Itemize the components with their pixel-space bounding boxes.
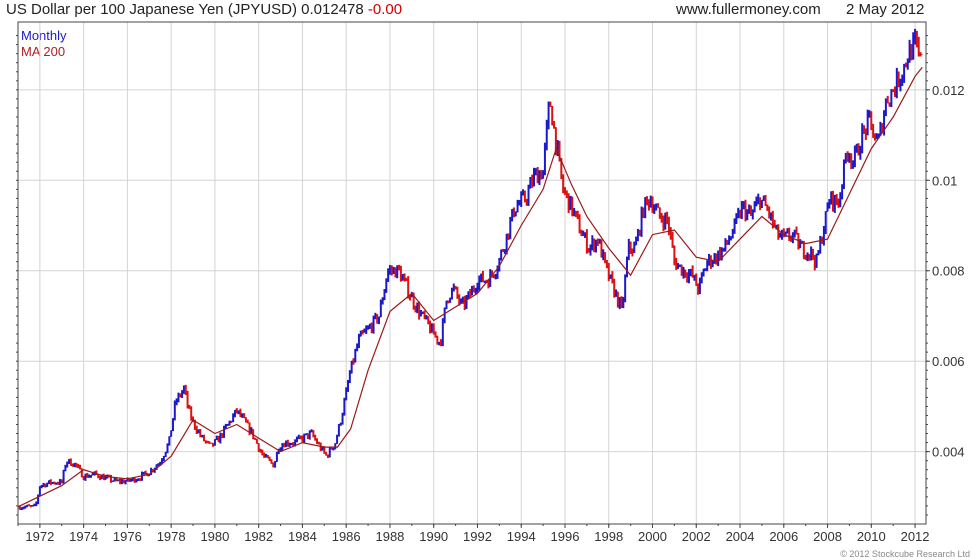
x-tick-label: 1998 [594, 529, 623, 544]
grid-lines [18, 22, 926, 524]
x-tick-label: 1980 [200, 529, 229, 544]
x-tick-label: 1990 [419, 529, 448, 544]
x-tick-label: 1978 [157, 529, 186, 544]
y-tick-label: 0.008 [932, 264, 965, 279]
last-value: 0.012478 [301, 1, 364, 18]
y-tick-label: 0.006 [932, 354, 965, 369]
plot-frame [17, 21, 927, 525]
site-url[interactable]: www.fullermoney.com [676, 1, 821, 18]
x-tick-label: 1976 [113, 529, 142, 544]
x-tick-label: 2004 [726, 529, 755, 544]
chart-title: US Dollar per 100 Japanese Yen (JPYUSD) [6, 1, 297, 18]
x-tick-label: 2012 [901, 529, 930, 544]
x-tick-label: 1986 [332, 529, 361, 544]
legend-monthly: Monthly [21, 28, 67, 43]
ma200-line [17, 66, 923, 508]
legend-ma200: MA 200 [21, 44, 66, 59]
x-tick-label: 2008 [813, 529, 842, 544]
chart-header-title: US Dollar per 100 Japanese Yen (JPYUSD) … [6, 1, 402, 18]
axes [16, 21, 930, 528]
copyright-text: © 2012 Stockcube Research Ltd [840, 549, 970, 559]
x-tick-label: 1988 [375, 529, 404, 544]
y-tick-label: 0.012 [932, 83, 965, 98]
y-tick-label: 0.01 [932, 173, 957, 188]
x-tick-label: 1972 [25, 529, 54, 544]
price-bars [18, 28, 923, 511]
x-tick-label: 1984 [288, 529, 317, 544]
chart-date: 2 May 2012 [846, 1, 925, 18]
y-tick-label: 0.004 [932, 445, 965, 460]
tick-labels: 0.004 0.006 0.008 0.01 0.012 1972 1974 1976 1978… [25, 83, 964, 544]
x-tick-label: 1974 [69, 529, 98, 544]
x-tick-label: 2002 [682, 529, 711, 544]
change-value: -0.00 [367, 1, 403, 18]
x-tick-label: 2006 [769, 529, 798, 544]
x-tick-label: 2010 [857, 529, 886, 544]
x-tick-label: 1982 [244, 529, 273, 544]
x-tick-label: 1996 [551, 529, 580, 544]
x-tick-label: 1992 [463, 529, 492, 544]
moving-average [17, 66, 923, 508]
x-tick-label: 2000 [638, 529, 667, 544]
x-tick-label: 1994 [507, 529, 536, 544]
